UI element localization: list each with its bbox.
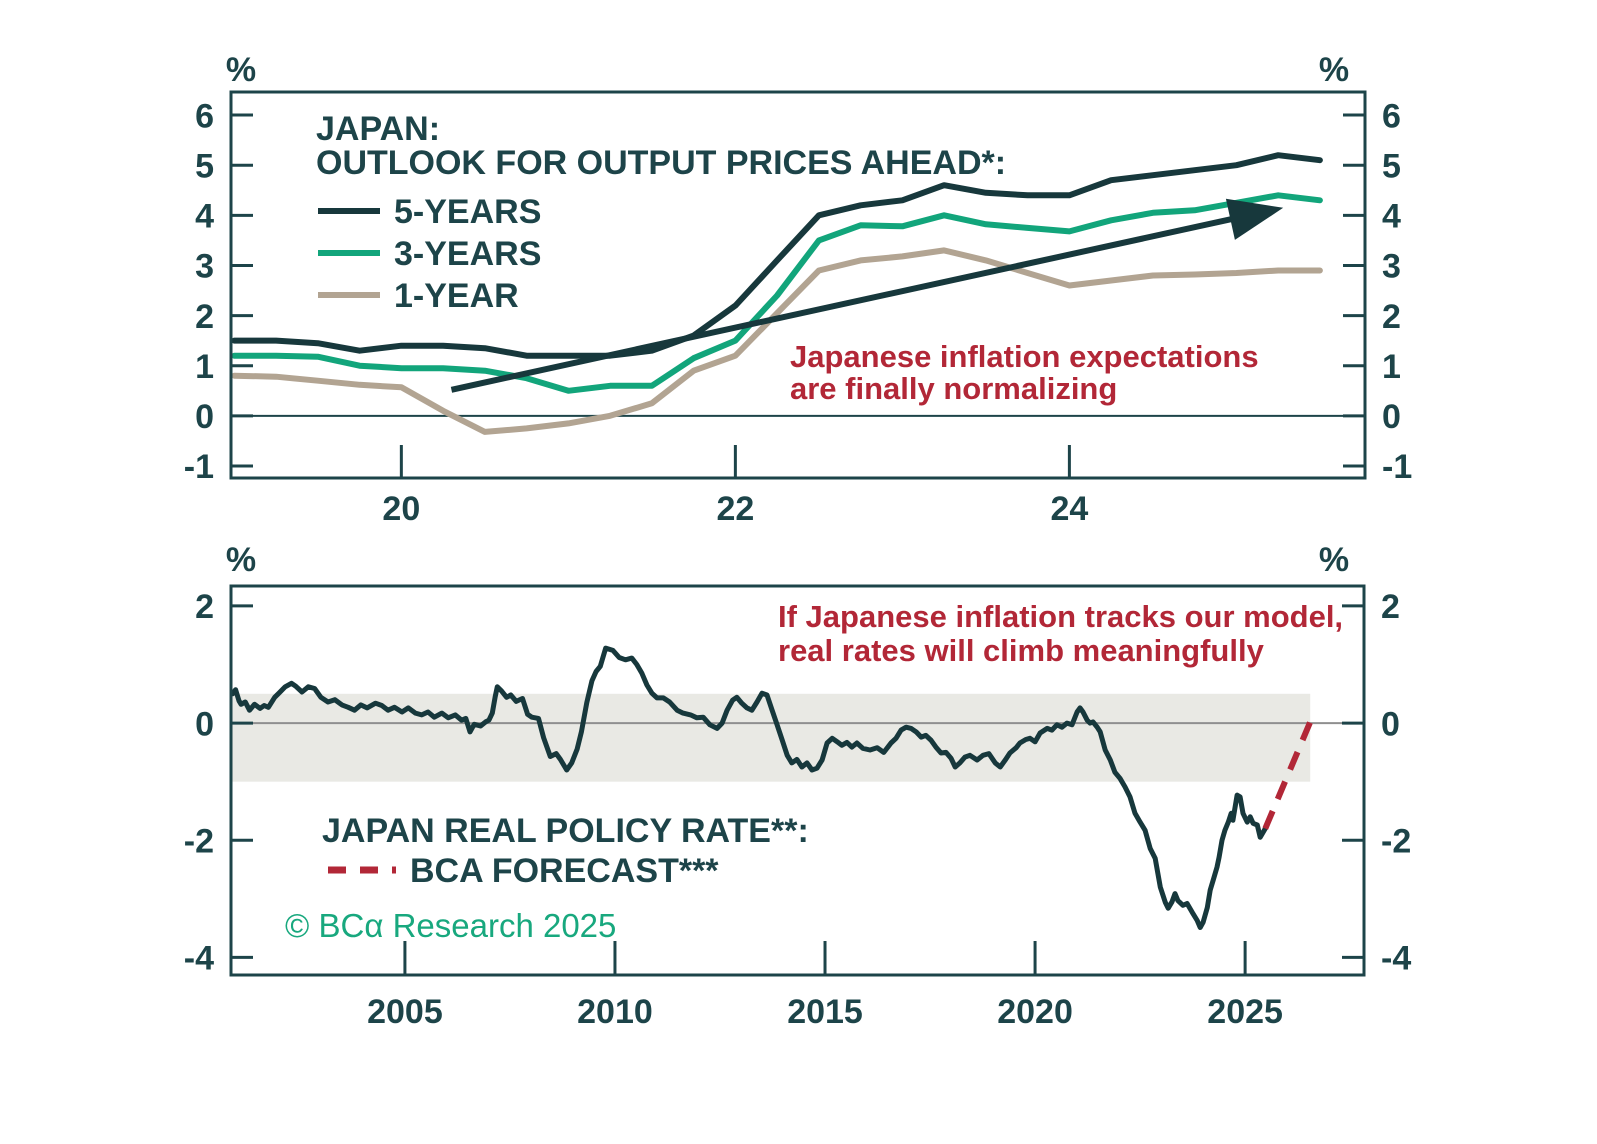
y-tick-label-right: 5 [1382, 147, 1401, 185]
annotation-line: real rates will climb meaningfully [778, 633, 1265, 668]
y-tick-label-right: 3 [1382, 248, 1401, 286]
unit-label-left: % [226, 541, 256, 579]
y-tick-label-left: 2 [195, 298, 214, 336]
y-tick-label-left: 6 [195, 97, 214, 135]
annotation-line: Japanese inflation expectations [790, 339, 1259, 374]
series-line-1-year [231, 247, 1323, 435]
x-tick-label: 2005 [367, 993, 443, 1031]
x-tick-label: 2015 [787, 993, 863, 1031]
y-tick-label-right: 0 [1382, 398, 1401, 436]
y-tick-label-right: 1 [1382, 348, 1401, 386]
annotation-line: are finally normalizing [790, 371, 1117, 406]
y-tick-label-left: -4 [184, 940, 214, 978]
x-tick-label: 22 [716, 490, 754, 528]
series-line-5-years [231, 152, 1323, 359]
chart-title-line: OUTLOOK FOR OUTPUT PRICES AHEAD*: [316, 144, 1006, 182]
chart-title-line: JAPAN: [316, 110, 440, 148]
y-tick-label-left: 1 [195, 348, 214, 386]
forecast-dashed-line [1262, 720, 1313, 830]
y-tick-label-left: 0 [195, 705, 214, 743]
y-tick-label-right: 4 [1382, 198, 1401, 236]
panel-top: 6 65 54 43 32 21 10 0-1 -120 22 24% %JAPAN:OUTLOOK … [184, 51, 1412, 528]
x-tick-label: 2025 [1207, 993, 1283, 1031]
unit-label-right: % [1319, 51, 1349, 89]
legend-label: 3-YEARS [394, 235, 541, 273]
legend-forecast-label: BCA FORECAST*** [410, 852, 719, 890]
x-tick-label: 20 [382, 490, 420, 528]
y-tick-label-right: 2 [1381, 588, 1400, 626]
copyright-text: © BCα Research 2025 [285, 907, 616, 944]
y-tick-label-right: 6 [1382, 97, 1401, 135]
x-tick-label: 2020 [997, 993, 1073, 1031]
x-tick-label: 2010 [577, 993, 653, 1031]
plot-frame [229, 90, 1367, 480]
unit-label-right: % [1319, 541, 1349, 579]
unit-label-left: % [226, 51, 256, 89]
x-tick-label: 24 [1050, 490, 1088, 528]
y-tick-label-left: -1 [184, 448, 214, 486]
series-line-3-years [231, 192, 1323, 394]
y-tick-label-right: 2 [1382, 298, 1401, 336]
trend-arrow-head [1225, 198, 1284, 240]
legend-label: 1-YEAR [394, 277, 519, 315]
legend-label: 5-YEARS [394, 193, 541, 231]
annotation-line: If Japanese inflation tracks our model, [778, 599, 1343, 634]
y-tick-label-right: -4 [1381, 940, 1411, 978]
y-tick-label-left: 5 [195, 147, 214, 185]
y-tick-label-right: -1 [1382, 448, 1412, 486]
y-tick-label-left: 0 [195, 398, 214, 436]
y-tick-label-left: 4 [195, 198, 214, 236]
plot-frame [229, 584, 1366, 977]
y-tick-label-right: -2 [1381, 822, 1411, 860]
series-line-japan-real-policy-rate [230, 645, 1268, 930]
legend-title: JAPAN REAL POLICY RATE**: [322, 812, 809, 850]
trend-arrow-shaft [450, 215, 1237, 393]
panel-bottom: 2 2 0 0 -2 -2 -4 -4 2005 2010 2015 2020 2025% % JAPAN … [184, 541, 1412, 1031]
y-tick-label-right: 0 [1381, 705, 1400, 743]
y-tick-label-left: 2 [195, 588, 214, 626]
y-tick-label-left: 3 [195, 248, 214, 286]
y-tick-label-left: -2 [184, 822, 214, 860]
